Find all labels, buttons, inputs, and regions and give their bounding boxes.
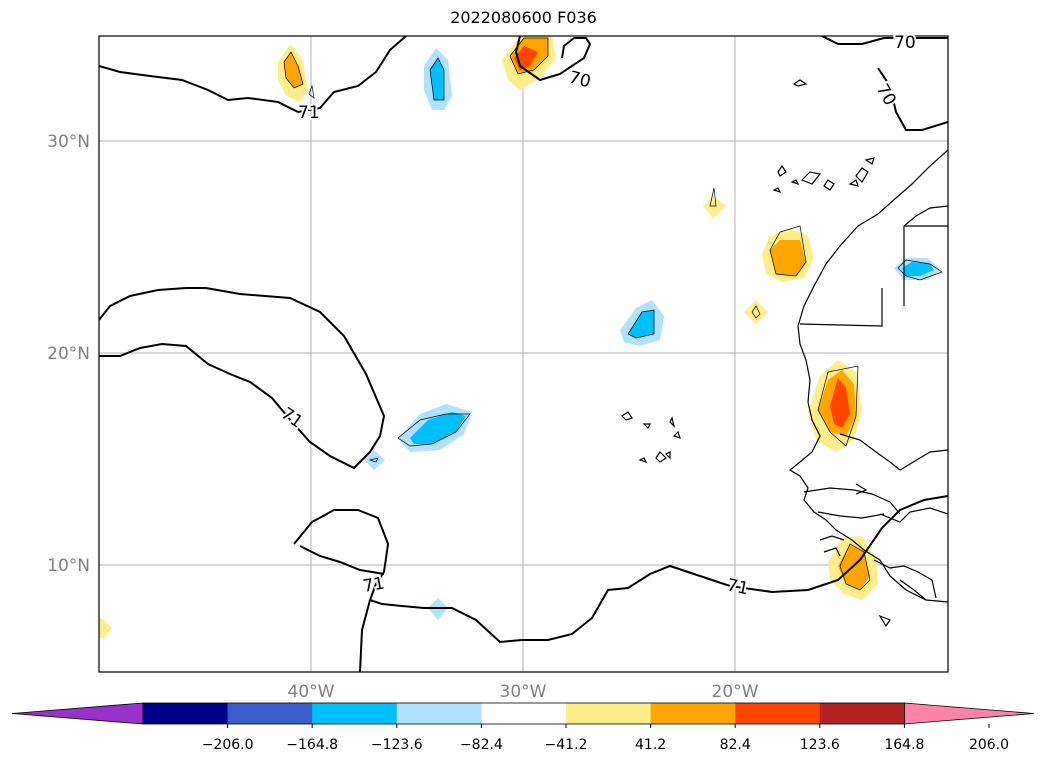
colorbar-segment [312,703,398,724]
anomaly-outlines [283,37,943,591]
latitude-labels: 30°N 20°N 10°N [47,132,90,576]
lon-label-30w: 30°W [500,682,547,702]
colorbar-tick-label: −41.2 [545,737,588,753]
colorbar-segment [143,703,229,724]
colorbar-tick-label: −206.0 [202,737,254,753]
colorbar-tick-label: 164.8 [884,737,924,753]
colorbar-segment [396,703,482,724]
lat-label-10n: 10°N [47,556,90,576]
longitude-labels: 40°W 30°W 20°W [288,682,759,702]
contour-label-70-c: 70 [872,81,900,110]
colorbar-segment [227,703,313,724]
contour-label-70-b: 70 [894,33,916,53]
colorbar-labels: −206.0 −164.8 −123.6 −82.4 −41.2 41.2 82.4 123.… [202,724,1009,753]
coastlines [621,79,948,628]
colorbar-segment [650,703,736,724]
colorbar-segment [819,703,905,724]
contour-label-70-a: 70 [567,68,593,93]
colorbar-segment [735,703,821,724]
lon-label-40w: 40°W [288,682,335,702]
gridlines [99,36,948,672]
colorbar-tick-label: 41.2 [635,737,666,753]
map-frame [98,35,949,673]
contour-label-71-d: 71 [725,575,750,599]
negative-anomaly-blobs [364,48,940,620]
colorbar-frame [142,702,905,725]
colorbar-extend-left [11,702,144,725]
colorbar-segment [566,703,652,724]
lat-label-30n: 30°N [47,132,90,152]
contour-label-71-a: 71 [298,103,320,123]
contour-labels: 70 70 70 71 71 71 71 [275,31,918,601]
colorbar-tick-label: −164.8 [286,737,338,753]
colorbar-tick-label: −82.4 [460,737,503,753]
colorbar [11,702,1035,725]
colorbar-tick-label: −123.6 [371,737,423,753]
colorbar-segment [481,703,567,724]
contour-label-71-c: 71 [361,573,386,596]
colorbar-tick-label: 82.4 [720,737,751,753]
colorbar-tick-label: 206.0 [969,737,1009,753]
height-contours [99,36,948,672]
map-title: 2022080600 F036 [450,8,597,27]
positive-anomaly-blobs [99,36,878,638]
lon-label-20w: 20°W [712,682,759,702]
colorbar-tick-label: 123.6 [800,737,840,753]
colorbar-extend-right [904,702,1035,725]
lat-label-20n: 20°N [47,344,90,364]
